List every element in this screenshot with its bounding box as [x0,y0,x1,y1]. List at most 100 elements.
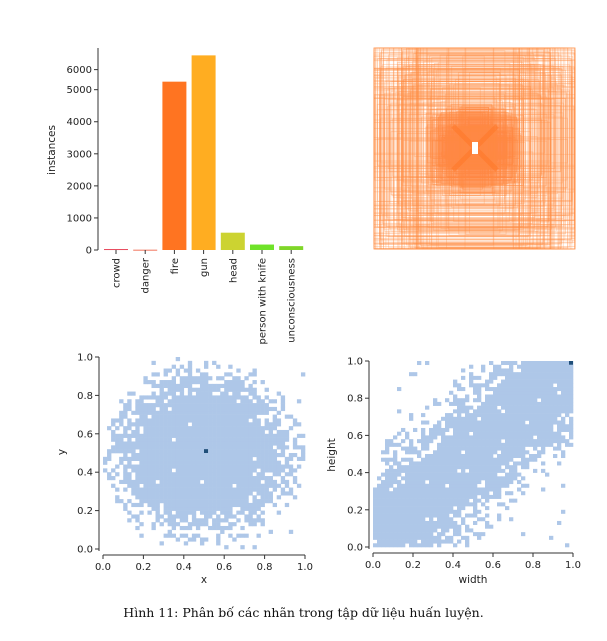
xy-heatmap-cell [264,410,269,415]
xy-heatmap-cell [127,418,132,423]
wh-heatmap-cell [401,427,406,432]
wh-heatmap-cell [421,498,426,503]
xy-heatmap-cell [179,506,185,511]
xy-heatmap-cell [191,422,197,427]
xy-heatmap-cell [212,403,217,408]
xy-heatmap-cell [212,479,217,485]
xy-heatmap-cell [131,445,136,450]
wh-heatmap-cell [525,379,530,384]
xy-heatmap-cell [199,491,205,496]
wh-heatmap-cell [441,494,446,499]
xy-heatmap-cell [191,460,197,465]
xy-heatmap-cell [187,510,193,515]
xy-heatmap-cell [107,453,112,458]
xy-heatmap-cell [151,499,156,504]
wh-heatmap-cell [429,506,434,511]
xy-heatmap-cell [216,406,221,412]
xy-heatmap-cell [224,476,229,481]
wh-heatmap-cell [541,413,546,418]
wh-heatmap-cell [525,427,530,432]
wh-heatmap-cell [417,361,422,366]
xy-heatmap-cell [296,422,302,427]
xy-heatmap-cell [224,403,229,408]
wh-heatmap-cell [437,520,442,525]
xy-heatmap-cell [240,476,245,481]
xy-heatmap-cell [256,426,261,431]
wh-heatmap-cell [517,480,522,485]
xy-heatmap-cell [151,429,156,435]
wh-heatmap-cell [405,494,410,499]
wh-heatmap-cell [457,472,462,477]
xy-heatmap-cell [171,418,177,423]
xy-heatmap-cell [131,441,136,446]
wh-heatmap-cell [393,539,398,544]
wh-heatmap-cell [453,442,458,447]
xy-heatmap-cell [284,483,290,488]
xy-heatmap-cell [159,387,164,392]
xy-heatmap-cell [216,499,221,504]
xy-heatmap-cell [244,399,249,404]
xy-heatmap-cell [228,514,233,519]
wh-heatmap-cell [501,431,506,436]
wh-heatmap-cell [533,398,538,403]
xy-heatmap-cell [167,487,172,492]
wh-heatmap-cell [485,401,490,406]
xy-heatmap-cell [208,429,213,435]
wh-heatmap-cell [545,390,550,395]
xy-heatmap-cell [183,410,189,415]
wh-heatmap-cell [565,413,570,418]
wh-heatmap-cell [449,506,454,511]
wh-heatmap-cell [485,487,490,492]
xy-heatmap-cell [139,476,144,481]
xy-heatmap-cell [236,495,241,500]
wh-heatmap-cell [433,461,438,466]
xy-heatmap-cell [171,472,177,477]
xy-heatmap-cell [167,510,172,515]
bounding-box [401,85,567,222]
wh-heatmap-cell [445,465,450,470]
wh-heatmap-cell [553,364,558,369]
wh-heatmap-cell [497,387,502,392]
wh-heatmap-cell [401,476,406,481]
xy-heatmap-cell [183,491,189,496]
xy-heatmap-cell [216,476,221,481]
xy-heatmap-cell [187,464,193,469]
xy-heatmap-cell [175,357,181,362]
wh-heatmap-cell [513,375,518,380]
wh-heatmap-cell [557,398,562,403]
xy-heatmap-cell [171,364,177,369]
wh-heatmap-cell [545,379,550,384]
wh-heatmap-cell [409,498,414,503]
bounding-box [409,102,542,175]
wh-heatmap-cell [437,431,442,436]
xy-heatmap-cell [115,437,120,442]
wh-heatmap-cell [561,427,566,432]
xy-heatmap-cell [224,383,229,389]
wh-heatmap-cell [525,431,530,436]
wh-heatmap-cell [417,535,422,540]
xy-heatmap-cell [147,426,152,431]
bounding-box [427,71,536,228]
wh-heatmap-cell [501,368,506,373]
wh-heatmap-cell [497,383,502,388]
xy-heatmap-cell [236,368,241,373]
wh-heatmap-cell [509,472,514,477]
xy-heatmap-cell [248,491,253,496]
xy-heatmap-cell [171,399,177,404]
wh-heatmap-cell [553,454,558,459]
wh-heatmap-cell [473,390,478,395]
wh-heatmap-cell [401,457,406,462]
xy-heatmap-cell [252,406,257,412]
xy-heatmap-cell [163,495,168,500]
wh-heatmap-cell [389,513,394,518]
xy-heatmap-cell [268,476,273,481]
wh-heatmap-cell [541,420,546,425]
wh-heatmap-cell [513,450,518,455]
xy-heatmap-cell [276,422,282,427]
wh-heatmap-cell [409,520,414,525]
wh-heatmap-cell [461,405,466,410]
xy-heatmap-cell [232,522,237,527]
wh-heatmap-cell [529,439,534,444]
wh-heatmap-cell [545,398,550,403]
xy-heatmap-cell [248,387,253,392]
